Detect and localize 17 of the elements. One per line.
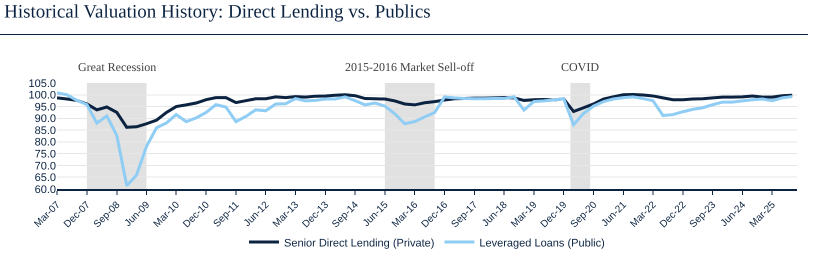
y-tick-label: 105.0	[28, 78, 56, 90]
y-tick-label: 70.0	[34, 160, 56, 172]
y-tick-label: 60.0	[34, 184, 56, 196]
line-series	[57, 91, 794, 188]
y-tick-label: 85.0	[34, 124, 56, 137]
legend-label: Senior Direct Lending (Private)	[284, 237, 434, 250]
band-label: 2015-2016 Market Sell-off	[345, 60, 474, 74]
chart-title: Historical Valuation History: Direct Lending vs. Publics	[4, 1, 431, 22]
band-label: Great Recession	[78, 60, 156, 74]
y-tick-label: 90.0	[34, 113, 56, 126]
y-tick-label: 80.0	[34, 136, 56, 149]
legend-label: Leveraged Loans (Public)	[479, 237, 605, 250]
y-tick-label: 75.0	[34, 148, 56, 161]
band-label: COVID	[561, 60, 600, 74]
y-tick-label: 65.0	[34, 172, 56, 184]
y-tick-label: 100.0	[28, 90, 56, 102]
y-tick-label: 95.0	[34, 101, 56, 114]
